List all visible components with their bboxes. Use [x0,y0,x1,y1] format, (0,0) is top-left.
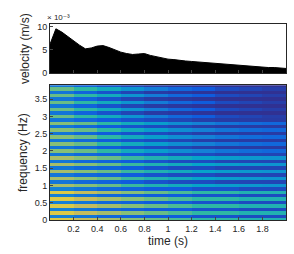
svg-text:1: 1 [42,181,47,191]
svg-text:0.8: 0.8 [138,224,151,234]
svg-text:1.8: 1.8 [256,224,269,234]
svg-text:1.4: 1.4 [209,224,222,234]
svg-text:3.5: 3.5 [35,94,48,104]
svg-text:0: 0 [42,215,47,225]
svg-text:5: 5 [42,45,47,55]
svg-text:0.6: 0.6 [115,224,128,234]
svg-text:0.5: 0.5 [35,198,48,208]
svg-text:10: 10 [37,22,47,32]
svg-text:0: 0 [42,68,47,78]
svg-text:1.6: 1.6 [233,224,246,234]
svg-text:velocity (m/s): velocity (m/s) [18,13,32,84]
svg-text:2: 2 [42,146,47,156]
svg-text:1.2: 1.2 [185,224,198,234]
svg-text:1: 1 [165,224,170,234]
svg-text:× 10⁻³: × 10⁻³ [47,13,70,22]
svg-text:time (s): time (s) [148,234,188,248]
svg-text:3: 3 [42,112,47,122]
svg-text:frequency (Hz): frequency (Hz) [16,113,30,192]
svg-text:1.5: 1.5 [35,163,48,173]
svg-text:0.4: 0.4 [91,224,104,234]
svg-text:0.2: 0.2 [67,224,80,234]
svg-text:2.5: 2.5 [35,129,48,139]
